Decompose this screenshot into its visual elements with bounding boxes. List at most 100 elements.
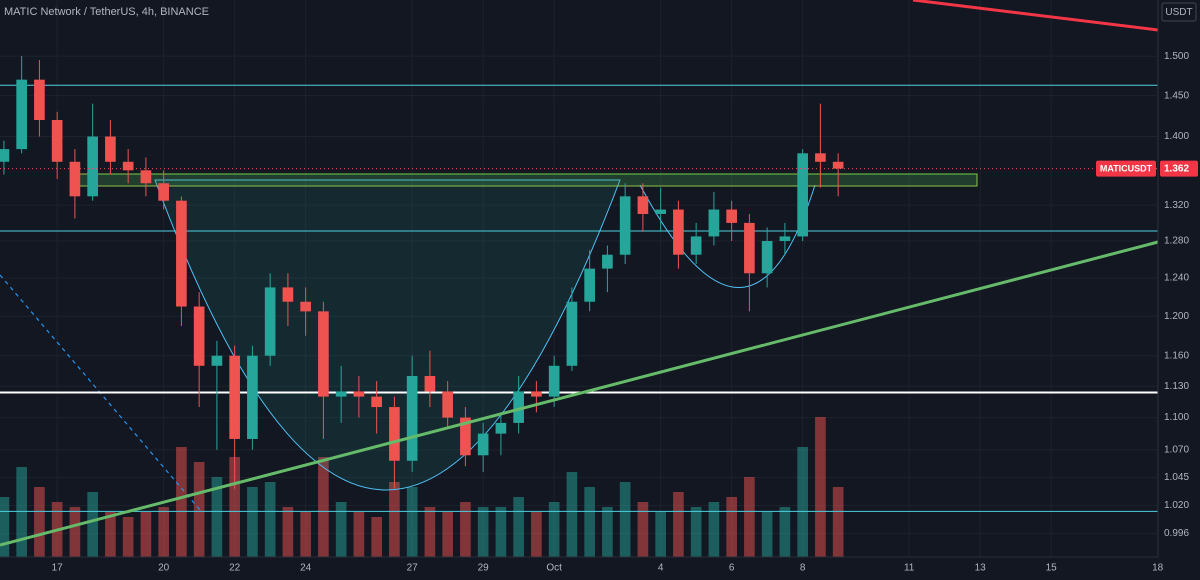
- y-tick-label: 1.100: [1164, 412, 1189, 423]
- candle-body: [247, 355, 258, 439]
- candle-body: [708, 209, 720, 237]
- symbol-tag: [1096, 160, 1156, 177]
- candle-body: [105, 136, 116, 162]
- volume-bar: [602, 507, 613, 557]
- volume-bar: [424, 507, 436, 557]
- currency-box: [1161, 2, 1197, 22]
- x-tick-label: 17: [52, 563, 64, 574]
- volume-bar: [690, 507, 702, 557]
- x-tick-label: 11: [904, 563, 915, 574]
- candle-body: [87, 136, 98, 197]
- volume-bar: [176, 447, 187, 557]
- y-tick-label: 1.500: [1164, 51, 1189, 62]
- y-tick-label: 1.400: [1164, 131, 1189, 142]
- volume-bar: [34, 487, 45, 557]
- y-tick-label: 1.160: [1164, 350, 1189, 361]
- volume-bar: [16, 467, 27, 557]
- candle-body: [158, 183, 169, 201]
- volume-bar: [406, 487, 418, 557]
- x-tick-label: 18: [1152, 563, 1164, 574]
- candle-body: [566, 301, 578, 366]
- volume-bar: [87, 492, 98, 557]
- volume-bar: [211, 477, 223, 557]
- candle-body: [779, 236, 791, 241]
- volume-bar: [300, 512, 311, 557]
- candle-body: [34, 79, 45, 121]
- candle-body: [477, 433, 489, 456]
- y-tick-label: 1.450: [1164, 90, 1189, 101]
- resistance-zone: [77, 173, 978, 187]
- candle-body: [548, 365, 560, 397]
- candle-body: [353, 391, 365, 397]
- volume-bar: [264, 482, 276, 557]
- candle-body: [637, 196, 649, 214]
- price-axis: [1158, 0, 1200, 580]
- price-tag-label: 1.362: [1164, 164, 1189, 175]
- candle-body: [176, 200, 187, 307]
- x-tick-label: 8: [800, 563, 806, 574]
- candle-body: [282, 287, 294, 302]
- y-tick-label: 1.320: [1164, 200, 1189, 211]
- cup-shape: [154, 179, 621, 491]
- candle-body: [513, 391, 524, 423]
- chart-title: MATIC Network / TetherUS, 4h, BINANCE: [4, 6, 209, 18]
- candle-body: [619, 196, 631, 255]
- x-tick-label: Oct: [546, 563, 562, 574]
- volume-bar: [0, 497, 10, 557]
- y-tick-label: 0.996: [1164, 528, 1189, 539]
- volume-bar: [779, 507, 791, 557]
- volume-bar: [158, 507, 169, 557]
- x-tick-label: 6: [729, 563, 735, 574]
- volume-bar: [335, 502, 347, 557]
- candle-body: [460, 417, 471, 456]
- candle-body: [0, 149, 10, 162]
- candle-body: [69, 161, 81, 197]
- volume-bar: [708, 502, 720, 557]
- volume-bar: [105, 512, 116, 557]
- volume-bar: [353, 512, 365, 557]
- volume-bar: [140, 512, 152, 557]
- candle-body: [371, 396, 382, 408]
- volume-bar: [815, 417, 826, 557]
- volume-bar: [655, 512, 666, 557]
- candle-body: [424, 375, 436, 392]
- candle-body: [318, 311, 329, 397]
- candle-body: [655, 209, 666, 214]
- candle-body: [531, 391, 542, 397]
- volume-bar: [69, 507, 81, 557]
- volume-bar: [229, 457, 240, 557]
- y-tick-label: 1.020: [1164, 500, 1189, 511]
- currency: USDT: [1165, 7, 1192, 18]
- volume-bar: [247, 487, 258, 557]
- candle-body: [389, 407, 400, 461]
- resistance-trendline: [912, 0, 1159, 32]
- candle-body: [673, 209, 684, 255]
- volume-bar: [726, 497, 737, 557]
- candle-body: [406, 375, 418, 461]
- candle-body: [744, 222, 755, 274]
- handle-shape: [639, 184, 816, 288]
- candle-body: [51, 120, 63, 162]
- candle-body: [122, 161, 134, 171]
- x-tick-label: 22: [229, 563, 241, 574]
- x-tick-label: 27: [407, 563, 419, 574]
- candle-body: [335, 391, 347, 397]
- volume-bar: [318, 457, 329, 557]
- candle-body: [797, 153, 808, 237]
- candle-body: [442, 391, 453, 418]
- candle-body: [584, 268, 595, 302]
- volume-bar: [548, 502, 560, 557]
- x-tick-label: 24: [300, 563, 312, 574]
- candle-body: [690, 236, 702, 255]
- volume-bar: [584, 487, 595, 557]
- volume-bar: [531, 512, 542, 557]
- candle-body: [726, 209, 737, 223]
- candle-body: [229, 355, 240, 439]
- volume-bar: [371, 517, 382, 557]
- candle-body: [193, 306, 205, 366]
- y-tick-label: 1.070: [1164, 444, 1189, 455]
- axis-labels: 1.500 1.450 1.400 1.320 1.280 1.240 1.200 1.160…: [52, 51, 1190, 574]
- volume-bar: [460, 502, 471, 557]
- symbol-label: MATICUSDT: [1100, 163, 1153, 173]
- volume-bar: [122, 517, 134, 557]
